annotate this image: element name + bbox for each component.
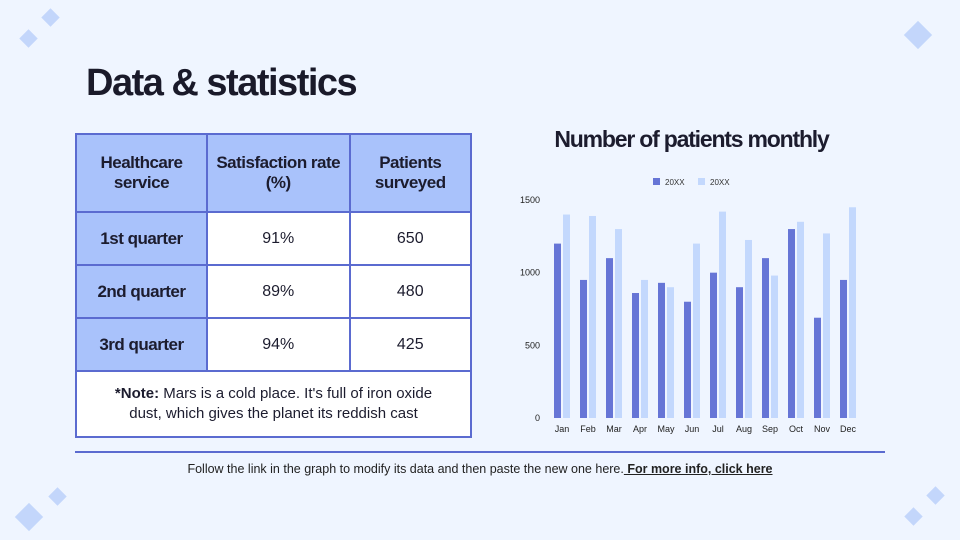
x-tick-label: Mar <box>606 424 622 434</box>
header-cell: Satisfaction rate (%) <box>205 133 351 213</box>
more-info-link[interactable]: For more info, click here <box>623 462 773 476</box>
bar-jan-series1 <box>554 243 561 418</box>
bar-oct-series2 <box>797 221 804 418</box>
cell: 425 <box>348 317 473 372</box>
row-label: 3rd quarter <box>75 317 208 372</box>
bar-jun-series2 <box>693 243 700 418</box>
header-cell: Healthcare service <box>75 133 208 213</box>
bar-aug-series1 <box>736 287 743 418</box>
x-tick-label: Oct <box>789 424 804 434</box>
row-label: 1st quarter <box>75 211 208 266</box>
decor-diamond <box>926 486 945 505</box>
decor-diamond <box>903 20 933 50</box>
bar-sep-series1 <box>762 258 769 418</box>
legend-label: 20XX <box>665 178 685 187</box>
bar-oct-series1 <box>788 229 795 418</box>
y-tick-label: 500 <box>525 340 540 350</box>
x-tick-label: Jan <box>555 424 570 434</box>
bar-mar-series1 <box>606 258 613 418</box>
x-tick-label: Aug <box>736 424 752 434</box>
bar-jan-series2 <box>563 214 570 418</box>
note-text: Mars is a cold place. It's full of iron … <box>129 385 433 422</box>
bar-apr-series1 <box>632 293 639 418</box>
table-header-row: Healthcare service Satisfaction rate (%)… <box>75 133 473 213</box>
divider <box>75 451 885 453</box>
footer: Follow the link in the graph to modify i… <box>0 462 960 476</box>
decor-diamond <box>904 507 923 526</box>
legend-swatch <box>698 178 705 185</box>
decor-diamond <box>41 8 60 27</box>
y-tick-label: 1000 <box>520 268 540 278</box>
note-cell: *Note: Mars is a cold place. It's full o… <box>75 370 472 438</box>
bar-sep-series2 <box>771 275 778 418</box>
x-tick-label: May <box>657 424 675 434</box>
decor-diamond <box>14 502 44 532</box>
table-row: 1st quarter 91% 650 <box>75 211 473 266</box>
footer-text: Follow the link in the graph to modify i… <box>187 462 624 476</box>
bar-nov-series1 <box>814 317 821 418</box>
x-tick-label: Jun <box>685 424 700 434</box>
page-title: Data & statistics <box>86 62 358 104</box>
cell: 89% <box>205 264 351 319</box>
row-label: 2nd quarter <box>75 264 208 319</box>
bar-chart: 0 500 1000 1500 Jan Feb Mar Apr May Jun Jul Aug Sep O… <box>520 178 857 434</box>
cell: 94% <box>205 317 351 372</box>
y-tick-label: 0 <box>535 413 540 423</box>
x-tick-label: Apr <box>633 424 647 434</box>
decor-diamond <box>19 29 38 48</box>
x-tick-label: Feb <box>580 424 596 434</box>
bar-aug-series2 <box>745 239 752 418</box>
x-tick-label: Dec <box>840 424 857 434</box>
x-tick-label: Jul <box>712 424 724 434</box>
bar-nov-series2 <box>823 233 830 418</box>
stats-table: Healthcare service Satisfaction rate (%)… <box>75 133 473 438</box>
x-tick-label: Nov <box>814 424 831 434</box>
bar-dec-series2 <box>849 207 856 418</box>
note-label: *Note: <box>114 385 160 402</box>
bar-may-series2 <box>667 287 674 418</box>
note-row: *Note: Mars is a cold place. It's full o… <box>75 370 472 438</box>
cell: 650 <box>348 211 473 266</box>
legend-swatch <box>653 178 660 185</box>
table-row: 3rd quarter 94% 425 <box>75 317 473 372</box>
bar-jul-series1 <box>710 272 717 418</box>
bar-jun-series1 <box>684 301 691 418</box>
header-cell: Patients surveyed <box>348 133 473 213</box>
bar-mar-series2 <box>615 229 622 418</box>
chart-title: Number of patients monthly <box>554 126 829 152</box>
bar-feb-series2 <box>589 215 596 418</box>
bar-feb-series1 <box>580 279 587 418</box>
bar-apr-series2 <box>641 279 648 418</box>
table-row: 2nd quarter 89% 480 <box>75 264 473 319</box>
bar-jul-series2 <box>719 211 726 418</box>
legend-label: 20XX <box>710 178 730 187</box>
bar-dec-series1 <box>840 279 847 418</box>
x-tick-label: Sep <box>762 424 778 434</box>
y-tick-label: 1500 <box>520 195 540 205</box>
bar-may-series1 <box>658 282 665 418</box>
cell: 91% <box>205 211 351 266</box>
decor-diamond <box>48 487 67 506</box>
cell: 480 <box>348 264 473 319</box>
